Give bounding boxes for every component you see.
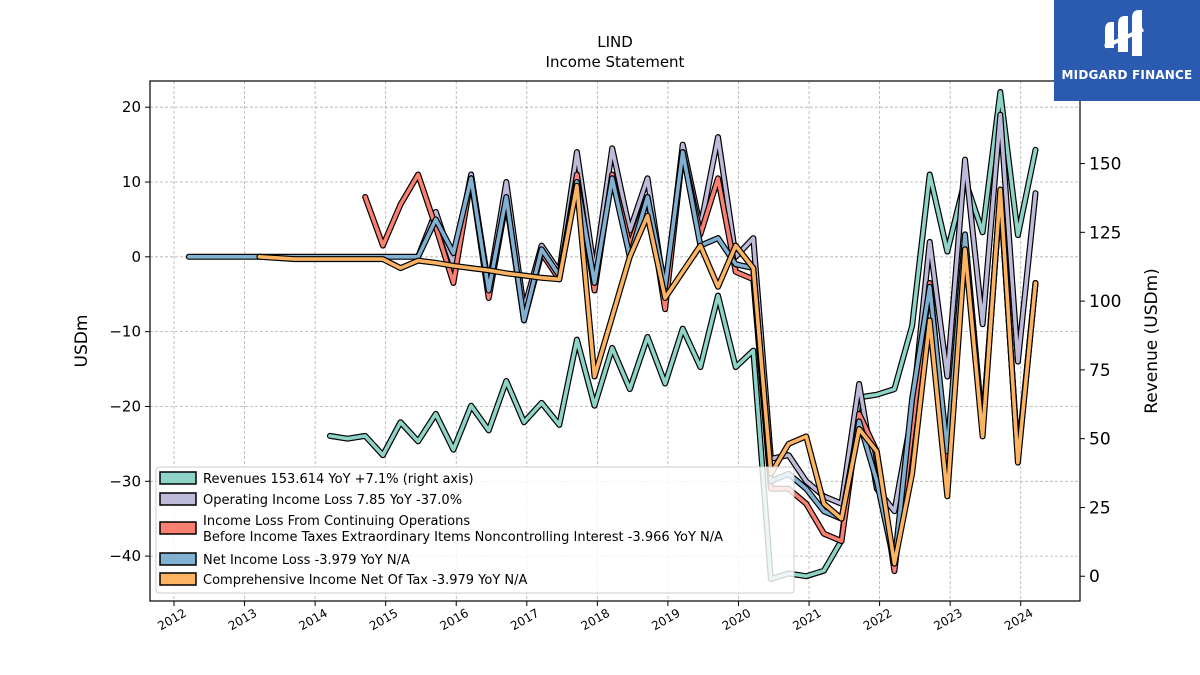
logo-mark-icon bbox=[1104, 10, 1144, 56]
x-tick-label: 2020 bbox=[720, 606, 753, 633]
y-tick-label: −40 bbox=[109, 547, 141, 565]
midgard-finance-logo: MIDGARD FINANCE bbox=[1054, 0, 1200, 101]
y-right-tick-label: 150 bbox=[1089, 155, 1121, 175]
series-line-comprehensive_income bbox=[257, 183, 1038, 566]
legend-swatch-revenues bbox=[159, 471, 197, 485]
legend-label-comprehensive_income: Comprehensive Income Net Of Tax -3.979 Y… bbox=[203, 573, 528, 588]
x-tick-label: 2014 bbox=[296, 606, 329, 633]
series-line-net_income_loss bbox=[187, 150, 1038, 566]
y-tick-label: 20 bbox=[122, 98, 141, 116]
x-tick-label: 2024 bbox=[1002, 606, 1035, 633]
y-tick-label: 10 bbox=[122, 173, 141, 191]
logo-text: MIDGARD FINANCE bbox=[1061, 68, 1193, 82]
x-tick-label: 2022 bbox=[861, 606, 894, 633]
x-tick-label: 2023 bbox=[931, 606, 964, 633]
y-axis-label: USDm bbox=[72, 315, 92, 368]
x-tick-label: 2012 bbox=[155, 606, 188, 633]
chart-subtitle: Income Statement bbox=[546, 53, 685, 71]
y-tick-label: −10 bbox=[109, 323, 141, 341]
chart-title: LIND bbox=[597, 33, 633, 51]
legend-label-operating_income_loss: Operating Income Loss 7.85 YoY -37.0% bbox=[203, 493, 462, 508]
x-tick-label: 2016 bbox=[438, 606, 471, 633]
y-right-tick-label: 50 bbox=[1089, 430, 1111, 450]
y-axis-right-label: Revenue (USDm) bbox=[1142, 268, 1162, 414]
legend-swatch-comprehensive_income bbox=[159, 572, 197, 586]
legend: Revenues 153.614 YoY +7.1% (right axis) O… bbox=[155, 466, 795, 594]
y-tick-label: 0 bbox=[131, 248, 141, 266]
x-tick-label: 2019 bbox=[649, 606, 682, 633]
legend-box bbox=[155, 466, 795, 594]
y-right-tick-label: 75 bbox=[1089, 361, 1111, 381]
series-lines bbox=[185, 89, 1039, 582]
y-tick-label: −30 bbox=[109, 472, 141, 490]
y-right-tick-label: 0 bbox=[1089, 567, 1100, 587]
legend-swatch-income_loss_continuing_ops bbox=[159, 521, 197, 535]
y-right-tick-label: 100 bbox=[1089, 292, 1121, 312]
x-tick-label: 2017 bbox=[508, 606, 541, 633]
x-tick-label: 2021 bbox=[790, 606, 823, 633]
legend-label-net_income_loss: Net Income Loss -3.979 YoY N/A bbox=[203, 553, 410, 568]
y-right-tick-label: 125 bbox=[1089, 223, 1121, 243]
legend-label-income_loss_continuing_ops: Income Loss From Continuing Operations Be… bbox=[203, 514, 723, 545]
legend-label-revenues: Revenues 153.614 YoY +7.1% (right axis) bbox=[203, 472, 474, 487]
legend-swatch-operating_income_loss bbox=[159, 492, 197, 506]
series-line-revenues bbox=[328, 90, 1038, 581]
legend-swatch-net_income_loss bbox=[159, 552, 197, 566]
x-tick-label: 2015 bbox=[367, 606, 400, 633]
y-tick-label: −20 bbox=[109, 397, 141, 415]
y-right-tick-label: 25 bbox=[1089, 498, 1111, 518]
plot-frame bbox=[149, 80, 1081, 602]
x-tick-label: 2018 bbox=[579, 606, 612, 633]
x-tick-label: 2013 bbox=[226, 606, 259, 633]
